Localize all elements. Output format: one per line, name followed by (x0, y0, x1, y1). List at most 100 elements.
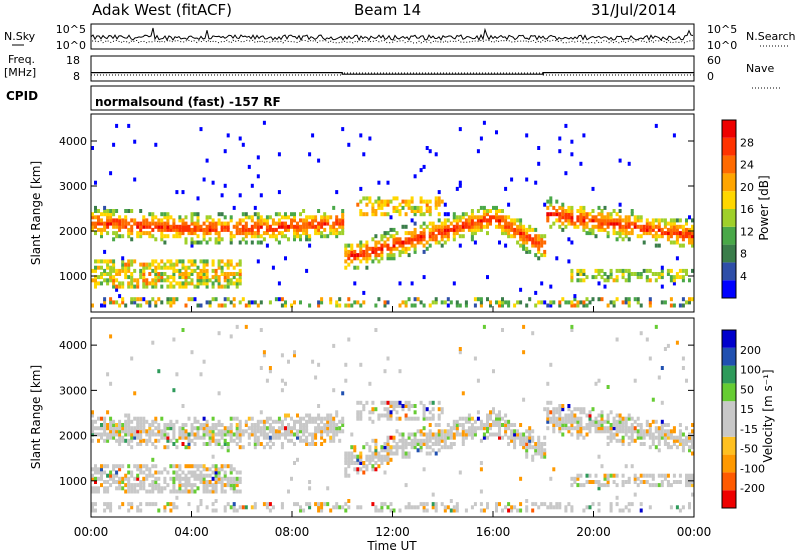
velocity-cell-591 (229, 435, 233, 440)
power-cell-1401 (534, 227, 538, 232)
power-cell-1420 (543, 300, 547, 305)
power-cell-1660 (627, 303, 631, 308)
power-cell-29 (97, 218, 100, 223)
velocity-cell-1105 (407, 416, 411, 421)
power-cell-1163 (440, 234, 444, 239)
velocity-cell-1766 (651, 476, 655, 481)
power-cell-1026 (398, 202, 402, 207)
station-title: Adak West (fitACF) (92, 1, 232, 19)
power-cell-187 (133, 177, 137, 182)
velocity-cell-1019 (383, 442, 387, 446)
velocity-cell-1231 (449, 429, 453, 434)
velocity-cell-23 (94, 467, 97, 472)
velocity-cell-1480 (555, 505, 559, 510)
velocity-cell-823 (314, 426, 318, 431)
velocity-cell-1059 (392, 400, 396, 405)
power-cell-1492 (570, 215, 574, 220)
power-cell-587 (229, 215, 233, 220)
power-cell-1692 (636, 218, 640, 223)
power-cell-1621 (615, 278, 619, 283)
velocity-cell-1629 (606, 435, 610, 440)
velocity-cell-784 (299, 419, 302, 424)
power-cell-1127 (428, 209, 432, 213)
velocity-cell-1741 (639, 331, 643, 336)
power-cell-1764 (666, 237, 670, 242)
velocity-cell-1273 (467, 419, 471, 424)
power-cell-591 (232, 275, 236, 280)
power-cell-1452 (558, 218, 562, 223)
power-cell-1515 (579, 268, 583, 273)
velocity-cell-719 (274, 435, 278, 440)
velocity-cell-1131 (419, 502, 423, 507)
velocity-cell-1383 (516, 432, 520, 437)
velocity-cell-1761 (648, 429, 652, 434)
power-cell-1359 (519, 237, 523, 242)
power-cell-816 (323, 227, 327, 232)
velocity-cell-1592 (594, 426, 598, 431)
velocity-cell-1272 (467, 426, 471, 431)
power-cell-811 (320, 224, 324, 229)
power-cell-958 (377, 196, 381, 201)
power-cell-530 (217, 259, 221, 264)
power-cell-1601 (606, 215, 610, 220)
power-cell-1234 (467, 218, 471, 223)
velocity-cell-800 (305, 419, 309, 424)
x-tick-label-1: 04:00 (174, 525, 209, 539)
velocity-cell-1886 (691, 435, 694, 440)
power-cell-833 (332, 224, 336, 229)
velocity-cell-458 (199, 426, 203, 431)
power-cell-476 (205, 284, 209, 289)
power-cell-964 (380, 243, 384, 248)
power-cell-925 (368, 256, 372, 261)
power-cell-543 (220, 259, 224, 264)
power-cell-1149 (434, 152, 438, 157)
power-cell-162 (127, 209, 131, 213)
power-cell-1044 (404, 202, 408, 207)
velocity-cell-952 (359, 362, 363, 367)
velocity-cell-119 (118, 464, 122, 469)
power-cell-1355 (516, 218, 520, 223)
power-cell-1432 (549, 303, 553, 308)
power-cell-220 (142, 224, 146, 229)
velocity-cell-1072 (398, 432, 402, 437)
power-cell-915 (365, 259, 369, 264)
power-cell-1009 (392, 196, 396, 201)
power-cell-1370 (522, 234, 526, 239)
velocity-cell-1130 (416, 416, 420, 421)
power-cell-1111 (425, 246, 429, 251)
velocity-cell-529 (214, 438, 218, 443)
velocity-cell-798 (305, 426, 309, 431)
power-cell-1415 (540, 253, 544, 258)
power-cell-1454 (558, 212, 562, 217)
power-cell-1478 (567, 218, 571, 223)
velocity-cell-1502 (561, 416, 565, 421)
power-cell-30 (97, 215, 100, 220)
velocity-cell-117 (118, 476, 122, 481)
velocity-cell-1174 (431, 492, 435, 497)
velocity-cell-1832 (672, 429, 676, 434)
power-cell-1147 (434, 199, 438, 204)
power-cell-558 (223, 224, 227, 229)
velocity-cell-1878 (691, 483, 694, 488)
power-cell-1779 (669, 221, 673, 226)
velocity-cell-184 (133, 483, 137, 488)
power-cell-757 (296, 224, 299, 229)
power-cell-1236 (470, 237, 474, 242)
velocity-cell-1885 (691, 438, 694, 443)
velocity-cell-73 (106, 423, 110, 427)
velocity-cell-1322 (489, 410, 492, 415)
power-cell-1645 (621, 231, 625, 236)
power-cell-776 (305, 227, 309, 232)
power-cell-1281 (486, 231, 489, 236)
velocity-cell-931 (353, 445, 357, 450)
power-cell-1412 (537, 146, 541, 150)
velocity-cell-485 (205, 432, 209, 437)
power-cell-1031 (401, 240, 405, 245)
power-cell-283 (160, 300, 164, 305)
velocity-cell-1356 (504, 423, 508, 427)
velocity-cell-1880 (691, 476, 694, 481)
power-cell-1694 (639, 303, 643, 308)
power-cell-1074 (413, 231, 417, 236)
velocity-cell-905 (344, 467, 348, 472)
power-cell-1752 (660, 265, 664, 270)
